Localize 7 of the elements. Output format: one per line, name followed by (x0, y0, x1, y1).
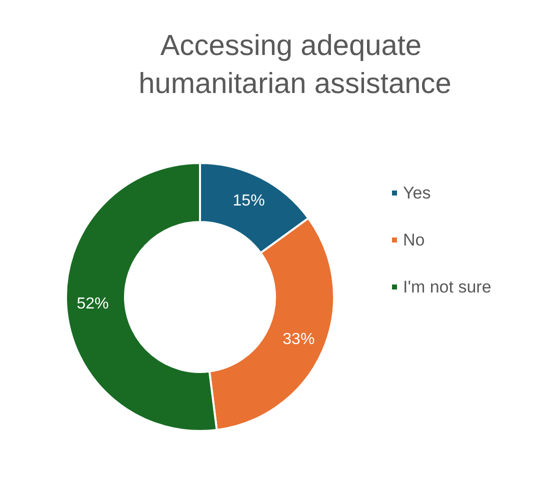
chart-title: Accessing adequate humanitarian assistance (138, 30, 452, 100)
data-label: 15% (232, 192, 265, 210)
data-label: 33% (282, 331, 315, 348)
legend-label: Yes (403, 184, 431, 202)
data-label: 52% (76, 295, 109, 312)
legend-label: I'm not sure (403, 278, 492, 296)
legend-label: No (403, 230, 425, 250)
